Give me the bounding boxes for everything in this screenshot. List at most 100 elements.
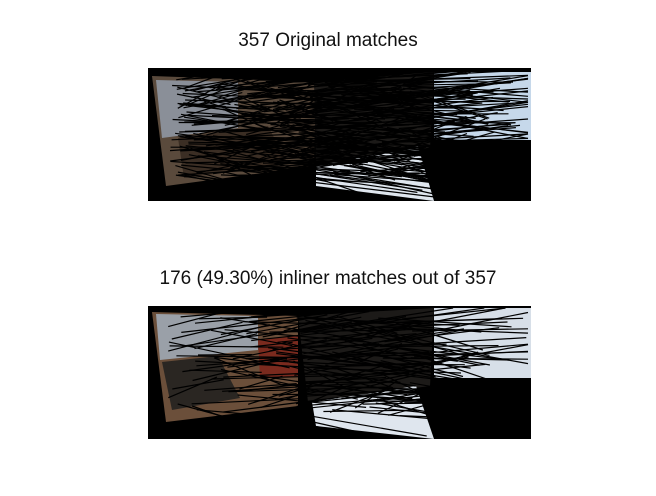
top-figure-title: 357 Original matches <box>238 30 418 51</box>
match-line <box>211 374 357 380</box>
match-line <box>389 391 529 395</box>
match-line <box>181 174 242 189</box>
match-line <box>395 100 529 125</box>
match-line <box>210 329 293 347</box>
match-line <box>223 396 339 413</box>
match-line <box>315 94 473 114</box>
match-line <box>284 394 426 412</box>
match-line <box>249 307 380 323</box>
match-line <box>192 92 243 107</box>
match-line <box>381 363 486 376</box>
match-line <box>180 308 268 318</box>
match-line <box>360 160 522 173</box>
match-line <box>334 174 494 187</box>
match-line <box>168 376 218 399</box>
match-line <box>349 164 396 181</box>
match-line <box>194 333 258 350</box>
match-line <box>170 136 358 162</box>
match-line <box>168 324 270 352</box>
match-line <box>318 125 474 137</box>
match-line <box>182 69 234 90</box>
match-line <box>378 317 512 328</box>
match-line <box>301 363 433 368</box>
match-line <box>229 136 359 145</box>
match-line <box>417 118 529 134</box>
match-line <box>332 138 443 167</box>
match-line <box>276 156 466 164</box>
match-line <box>395 322 484 351</box>
match-line <box>184 118 323 123</box>
match-line <box>171 321 243 340</box>
match-line <box>237 394 367 408</box>
match-line <box>338 351 384 356</box>
match-line <box>295 388 473 408</box>
match-line <box>283 116 440 133</box>
match-line <box>368 327 468 357</box>
match-line <box>191 398 300 405</box>
match-line <box>277 70 412 89</box>
match-line <box>185 87 228 107</box>
match-line <box>328 83 498 87</box>
match-line <box>203 100 261 121</box>
match-line <box>241 87 352 104</box>
match-line <box>345 362 441 366</box>
match-line <box>339 170 402 178</box>
match-line <box>250 307 354 318</box>
match-lines <box>169 69 529 199</box>
match-line <box>405 133 468 157</box>
match-line <box>305 386 445 397</box>
match-line <box>412 328 529 332</box>
match-line <box>168 341 290 369</box>
inlier-matches-image <box>148 306 531 439</box>
match-line <box>309 147 447 150</box>
match-line <box>384 137 529 144</box>
match-lines <box>168 307 529 437</box>
match-line <box>380 360 493 386</box>
match-line <box>248 129 349 144</box>
match-line <box>176 93 231 106</box>
match-line <box>287 337 458 362</box>
match-line <box>351 92 529 100</box>
match-line <box>389 168 529 182</box>
match-line <box>199 106 335 135</box>
match-line <box>197 155 326 166</box>
match-line <box>263 410 376 437</box>
match-line <box>185 137 308 151</box>
match-line <box>349 87 411 103</box>
left-photo-desk <box>162 356 240 410</box>
match-line <box>177 161 368 176</box>
match-line <box>354 108 466 112</box>
match-line <box>348 112 498 140</box>
match-line <box>384 84 529 93</box>
match-line <box>316 82 375 108</box>
match-line <box>321 83 509 103</box>
match-line <box>331 333 417 341</box>
match-line <box>329 174 504 199</box>
match-line <box>180 141 361 152</box>
match-line <box>412 166 485 180</box>
match-line <box>416 74 529 81</box>
match-line <box>368 321 508 329</box>
match-line <box>350 69 529 80</box>
match-line <box>369 406 474 419</box>
original-matches-image <box>148 68 531 201</box>
match-line <box>193 137 283 141</box>
match-line <box>279 384 386 389</box>
match-line <box>189 369 262 373</box>
match-line <box>276 351 384 367</box>
match-line <box>277 100 334 122</box>
match-line <box>239 375 283 390</box>
match-line <box>267 118 350 124</box>
match-line <box>184 135 316 160</box>
match-line <box>289 361 454 382</box>
match-line <box>192 73 256 92</box>
match-line <box>220 317 360 340</box>
match-line <box>196 358 288 367</box>
match-line <box>220 174 387 184</box>
match-line <box>185 145 364 166</box>
match-line <box>305 414 427 437</box>
match-line <box>195 360 374 372</box>
match-line <box>401 344 529 369</box>
match-line <box>333 171 453 199</box>
match-line <box>269 326 410 352</box>
